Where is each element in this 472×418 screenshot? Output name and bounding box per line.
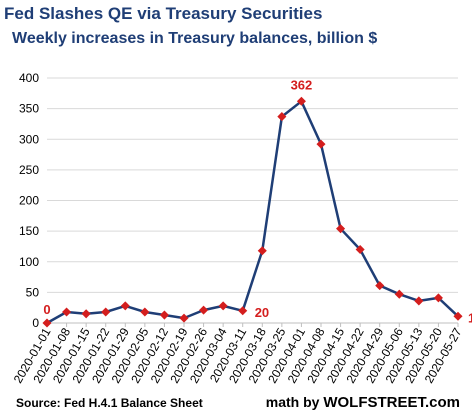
data-point <box>355 244 365 255</box>
data-point <box>257 246 267 256</box>
data-point <box>179 313 189 323</box>
y-tick-label: 350 <box>19 102 39 116</box>
y-tick-label: 150 <box>19 224 39 238</box>
data-label: 20 <box>255 305 269 320</box>
y-tick-label: 0 <box>32 316 39 330</box>
y-tick-label: 250 <box>19 163 39 177</box>
credit-prefix: math by <box>265 394 324 410</box>
data-point <box>375 281 385 291</box>
series-line-group <box>46 100 459 325</box>
data-point <box>101 307 111 317</box>
data-label: 11 <box>468 310 472 325</box>
data-point <box>218 301 228 311</box>
y-tick-label: 400 <box>19 71 39 85</box>
data-point <box>296 96 306 106</box>
y-axis-ticks: 0 50 100 150 200 250 300 350 400 <box>19 71 39 330</box>
data-point <box>159 310 169 320</box>
x-axis: 2020-01-012020-01-082020-01-152020-01-22… <box>11 322 465 386</box>
credit-note: math by WOLFSTREET.com <box>266 394 460 411</box>
data-point <box>120 301 130 311</box>
data-point <box>140 307 150 317</box>
y-tick-label: 300 <box>19 132 39 146</box>
data-point <box>316 139 326 149</box>
source-note: Source: Fed H.4.1 Balance Sheet <box>16 396 203 410</box>
series-line <box>46 100 459 325</box>
data-label: 362 <box>291 77 313 92</box>
chart-subtitle: Weekly increases in Treasury balances, b… <box>12 30 378 47</box>
credit-brand: WOLFSTREET.com <box>323 394 460 411</box>
y-tick-label: 200 <box>19 194 39 208</box>
data-point <box>199 305 209 315</box>
y-tick-label: 50 <box>26 285 40 299</box>
data-points <box>42 96 463 328</box>
y-tick-label: 100 <box>19 255 39 269</box>
data-label: 0 <box>43 302 50 317</box>
data-point <box>238 306 248 316</box>
data-point <box>414 296 424 306</box>
data-labels: 0 20 362 11 <box>43 77 472 325</box>
chart-title: Fed Slashes QE via Treasury Securities <box>4 4 323 23</box>
gridlines <box>47 77 458 324</box>
data-point <box>81 309 91 319</box>
data-point <box>394 289 404 299</box>
